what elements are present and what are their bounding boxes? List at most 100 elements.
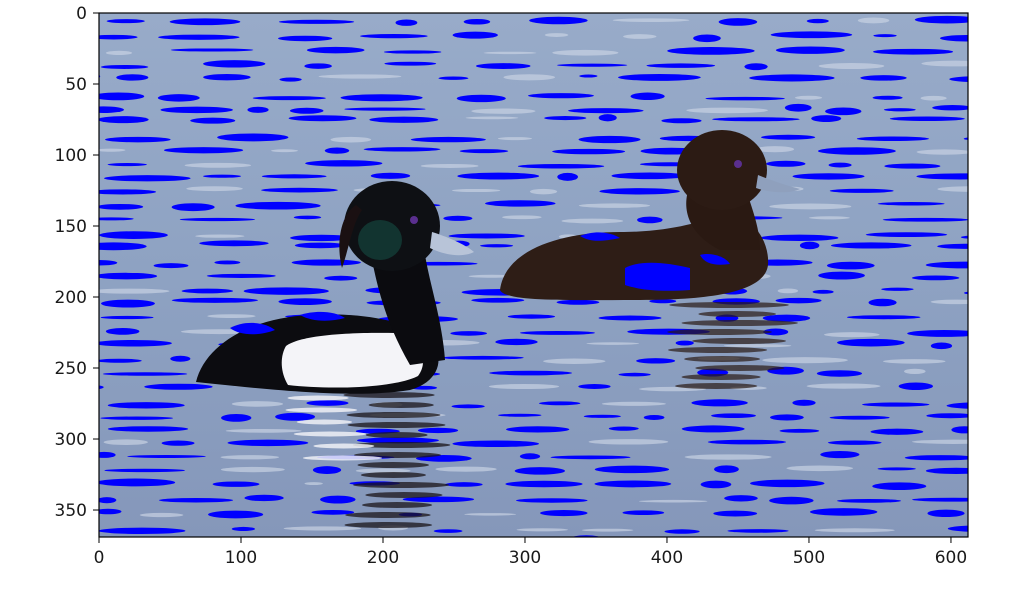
ripple-streak (914, 15, 968, 24)
front-duck-reflection (360, 472, 427, 478)
front-duck-bill (430, 232, 474, 256)
ripple-streak (99, 231, 168, 239)
ripple-streak (860, 75, 907, 81)
ripple-highlight (581, 528, 634, 532)
ripple-streak (517, 163, 605, 169)
ripple-streak (792, 173, 865, 180)
ripple-streak (452, 440, 540, 448)
ripple-streak (312, 466, 342, 474)
ripple-streak (320, 495, 356, 504)
brown-duck-reflection (698, 311, 777, 317)
ripple-streak (714, 465, 739, 474)
ripple-highlight (794, 95, 823, 100)
ripple-highlight (355, 468, 411, 474)
ripple-streak (713, 510, 758, 517)
ripple-streak (369, 116, 439, 123)
ripple-streak (217, 133, 289, 142)
ripple-streak (99, 34, 138, 40)
ripple-streak (324, 147, 350, 154)
front-duck-reflection (365, 432, 428, 438)
brown-duck-reflection (675, 383, 758, 389)
ripple-streak (203, 174, 242, 178)
ripple-highlight (921, 60, 968, 67)
ripple-streak (544, 116, 587, 121)
ripple-streak (870, 428, 924, 435)
ripple-streak (873, 48, 954, 55)
ripple-streak (578, 384, 611, 389)
ripple-highlight (686, 107, 768, 114)
ripple-highlight (483, 51, 537, 55)
ripple-streak (769, 414, 804, 421)
ripple-streak (514, 467, 566, 475)
x-tick-label: 600 (935, 548, 967, 568)
y-tick-label: 300 (55, 430, 87, 450)
ripple-streak (304, 63, 332, 69)
ripple-streak (911, 275, 960, 281)
ripple-streak (829, 415, 890, 420)
front-duck-reflection (365, 492, 443, 498)
ripple-streak (775, 46, 845, 54)
ripple-streak (214, 260, 241, 265)
ripple-streak (99, 189, 157, 195)
ripple-highlight (330, 136, 372, 143)
ripple-streak (820, 451, 860, 459)
ripple-streak (208, 510, 264, 519)
ripple-streak (594, 480, 672, 488)
ripple-streak (311, 509, 355, 515)
ripple-highlight (937, 186, 968, 192)
ripple-streak (519, 330, 595, 335)
ripple-highlight (883, 359, 946, 364)
ripple-streak (812, 289, 834, 294)
ripple-streak (106, 19, 145, 24)
ripple-streak (103, 175, 191, 182)
ripple-highlight (612, 18, 690, 22)
ripple-streak (539, 509, 588, 517)
ripple-highlight (904, 368, 926, 375)
ripple-streak (99, 260, 118, 266)
ripple-streak (107, 426, 189, 432)
ripple-streak (769, 496, 814, 505)
ripple-streak (170, 48, 254, 52)
ripple-highlight (468, 274, 515, 278)
ripple-streak (818, 271, 865, 280)
ripple-streak (809, 508, 878, 516)
ripple-streak (661, 118, 702, 124)
ripple-streak (846, 315, 921, 320)
ripple-highlight (271, 149, 298, 153)
ripple-streak (289, 107, 324, 114)
ripple-streak (594, 465, 670, 474)
ripple-streak (99, 92, 145, 101)
ripple-streak (231, 526, 256, 532)
ripple-streak (744, 63, 768, 71)
ripple-streak (825, 107, 862, 116)
ripple-streak (693, 34, 721, 43)
ripple-streak (99, 508, 122, 515)
ripple-highlight (225, 428, 302, 433)
ripple-streak (799, 241, 820, 250)
ripple-streak (227, 439, 309, 447)
ripple-highlight (561, 218, 624, 224)
ripple-highlight (464, 513, 517, 516)
brown-duck-reflection (695, 365, 785, 371)
ripple-streak (872, 95, 903, 100)
ripple-streak (877, 202, 945, 206)
y-tick-label: 100 (55, 146, 87, 166)
ripple-streak (963, 137, 968, 140)
ripple-streak (646, 539, 665, 544)
ripple-streak (827, 440, 882, 445)
x-tick-label: 0 (94, 548, 105, 568)
ripple-streak (830, 242, 912, 249)
ripple-streak (622, 510, 665, 516)
ripple-streak (452, 31, 498, 39)
ripple-streak (930, 342, 953, 350)
ripple-streak (127, 454, 206, 458)
ripple-streak (912, 497, 968, 502)
ripple-highlight (776, 539, 838, 543)
ripple-highlight (930, 299, 968, 305)
ripple-streak (99, 527, 186, 535)
x-tick-label: 300 (509, 548, 541, 568)
ripple-highlight (808, 216, 850, 220)
ripple-streak (212, 481, 260, 487)
ripple-streak (637, 216, 663, 224)
front-duck-reflection (346, 412, 441, 418)
